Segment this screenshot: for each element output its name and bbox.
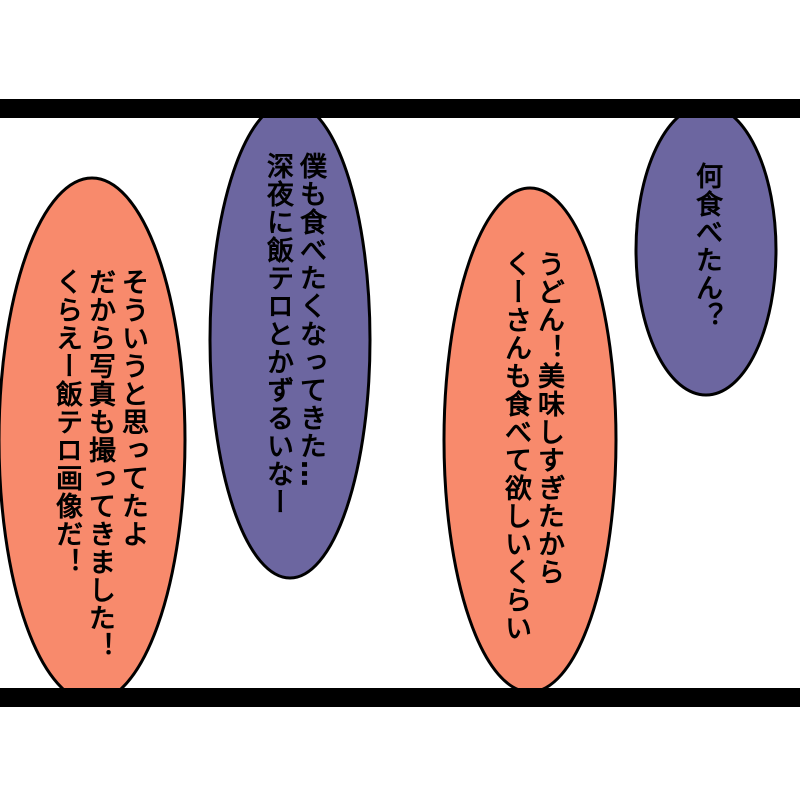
speech-text: だから写真も撮ってきました！ [84, 268, 115, 660]
panel-border [0, 99, 800, 118]
speech-text: そういうと思ってたよ [117, 268, 148, 548]
speech-text: 何食べたん？ [691, 162, 722, 330]
speech-bubble [0, 176, 187, 697]
panel-border [0, 688, 800, 707]
speech-text: 深夜に飯テロとかずるいなー [262, 152, 293, 516]
speech-text: くーさんも食べて欲しいくらい [500, 250, 531, 642]
speech-text: 僕も食べたくなってきた… [295, 152, 326, 488]
speech-text: くらえー飯テロ画像だ！ [51, 268, 82, 576]
speech-text: うどん！美味しすぎたから [533, 250, 564, 586]
speech-bubble [208, 109, 372, 580]
speech-bubble [634, 109, 778, 397]
